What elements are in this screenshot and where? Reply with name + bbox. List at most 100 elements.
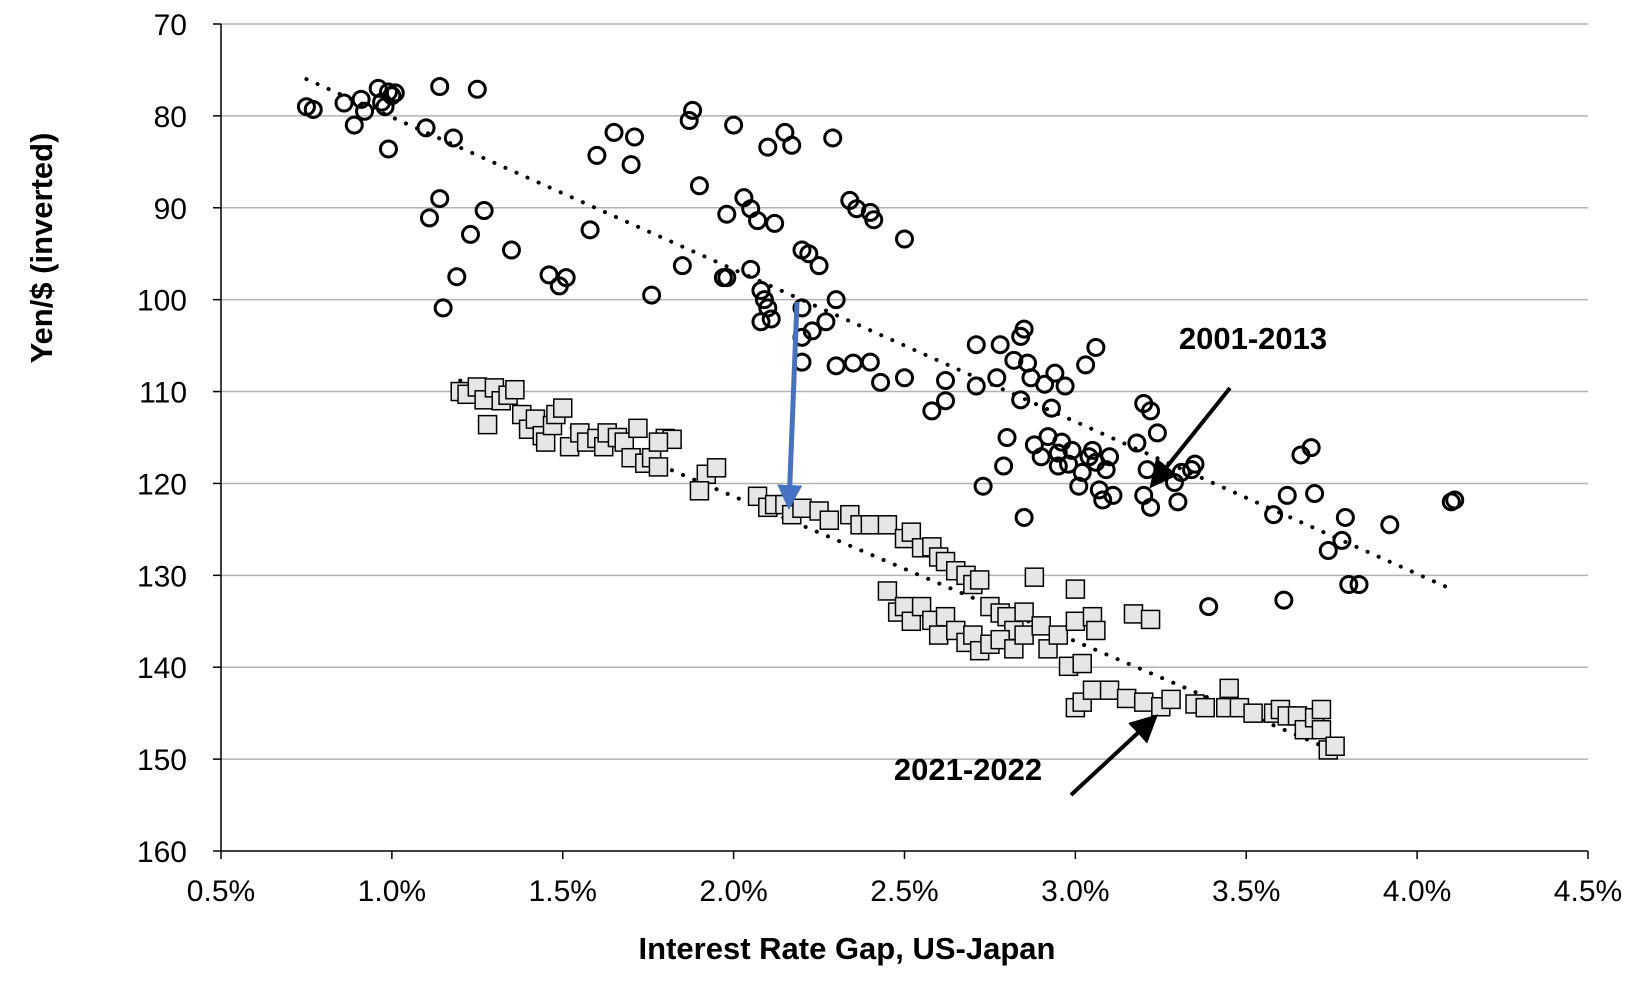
point-square <box>1024 567 1045 587</box>
point-circle <box>672 256 692 276</box>
point-square <box>1161 689 1181 710</box>
point-circle <box>419 208 439 228</box>
point-circle <box>1127 433 1147 453</box>
point-square <box>1219 678 1239 699</box>
point-circle <box>987 368 1007 388</box>
point-circle <box>430 189 450 209</box>
y-tick-label: 120 <box>137 468 187 501</box>
point-circle <box>994 456 1014 476</box>
point-circle <box>1011 390 1031 410</box>
point-square <box>648 457 669 477</box>
x-tick-label: 2.0% <box>699 875 767 908</box>
point-square <box>1048 625 1069 645</box>
point-circle <box>717 268 737 288</box>
point-circle <box>809 256 829 276</box>
point-circle <box>378 82 398 102</box>
point-circle <box>1076 355 1096 375</box>
point-circle <box>378 139 398 159</box>
point-circle <box>1062 440 1082 460</box>
point-circle <box>1041 398 1061 418</box>
y-axis-title: Yen/$ (inverted) <box>24 133 59 364</box>
point-square <box>877 515 898 535</box>
point-circle <box>1048 443 1068 463</box>
point-square <box>1116 688 1137 709</box>
point-circle <box>1277 485 1297 505</box>
point-square <box>505 379 525 400</box>
point-circle <box>973 476 993 496</box>
point-square <box>1065 611 1086 632</box>
point-circle <box>1332 530 1352 550</box>
point-circle <box>895 229 914 249</box>
point-circle <box>871 372 891 392</box>
point-circle <box>792 298 812 318</box>
point-circle <box>1141 401 1161 421</box>
x-tick-label: 3.5% <box>1212 875 1280 908</box>
point-circle <box>625 127 645 147</box>
y-tick-label: 130 <box>137 560 187 593</box>
trendlines <box>304 77 1454 752</box>
point-circle <box>826 290 846 310</box>
point-circle <box>758 137 778 157</box>
point-circle <box>799 244 819 264</box>
y-tick-label: 80 <box>154 101 187 134</box>
x-tick-label: 1.5% <box>529 875 597 908</box>
point-circle <box>761 309 781 329</box>
point-square <box>1072 653 1092 674</box>
point-square <box>1311 699 1332 720</box>
point-square <box>928 625 949 645</box>
point-circle <box>351 89 371 109</box>
y-tick-label: 70 <box>154 9 187 42</box>
point-square <box>901 611 922 632</box>
point-square <box>628 418 648 439</box>
x-tick-label: 2.5% <box>870 875 938 908</box>
point-circle <box>782 135 802 155</box>
point-circle <box>689 176 709 196</box>
point-square <box>535 432 556 452</box>
y-tick-label: 160 <box>137 836 187 869</box>
point-circle <box>1100 447 1120 467</box>
point-circle <box>1264 505 1284 525</box>
point-circle <box>1014 507 1034 527</box>
point-circle <box>1072 462 1092 482</box>
point-circle <box>474 201 494 221</box>
y-tick-label: 110 <box>139 377 187 410</box>
point-circle <box>344 115 364 135</box>
point-circle <box>1048 456 1068 476</box>
point-square <box>969 570 990 590</box>
point-circle <box>679 110 699 130</box>
x-tick-label: 3.0% <box>1041 875 1109 908</box>
point-circle <box>433 298 453 318</box>
point-square <box>901 522 922 542</box>
point-circle <box>936 371 956 391</box>
point-square <box>1086 620 1106 641</box>
point-circle <box>447 267 467 287</box>
x-tick-label: 1.0% <box>358 875 426 908</box>
point-circle <box>751 312 771 332</box>
point-circle <box>1274 590 1294 610</box>
point-circle <box>741 259 761 279</box>
point-circle <box>717 204 737 224</box>
point-circle <box>922 401 942 421</box>
point-square <box>477 414 498 435</box>
point-square <box>819 510 840 530</box>
point-square <box>1014 625 1034 645</box>
point-circle <box>1318 541 1338 561</box>
point-square <box>648 432 669 452</box>
point-circle <box>382 86 402 106</box>
point-circle <box>642 285 662 305</box>
point-circle <box>1103 485 1123 505</box>
point-square <box>1311 719 1332 740</box>
point-circle <box>1335 507 1355 527</box>
point-circle <box>501 240 521 260</box>
point-square <box>1140 609 1161 630</box>
arrow-2001-2013 <box>1149 386 1232 489</box>
point-circle <box>621 155 641 175</box>
point-circle <box>1349 575 1369 595</box>
point-circle <box>765 213 785 233</box>
point-circle <box>549 276 569 296</box>
label-2021-2022: 2021-2022 <box>894 752 1042 787</box>
annotations: 2001-2013 2021-2022 <box>777 301 1327 797</box>
point-circle <box>864 210 884 230</box>
point-square <box>1123 604 1144 624</box>
